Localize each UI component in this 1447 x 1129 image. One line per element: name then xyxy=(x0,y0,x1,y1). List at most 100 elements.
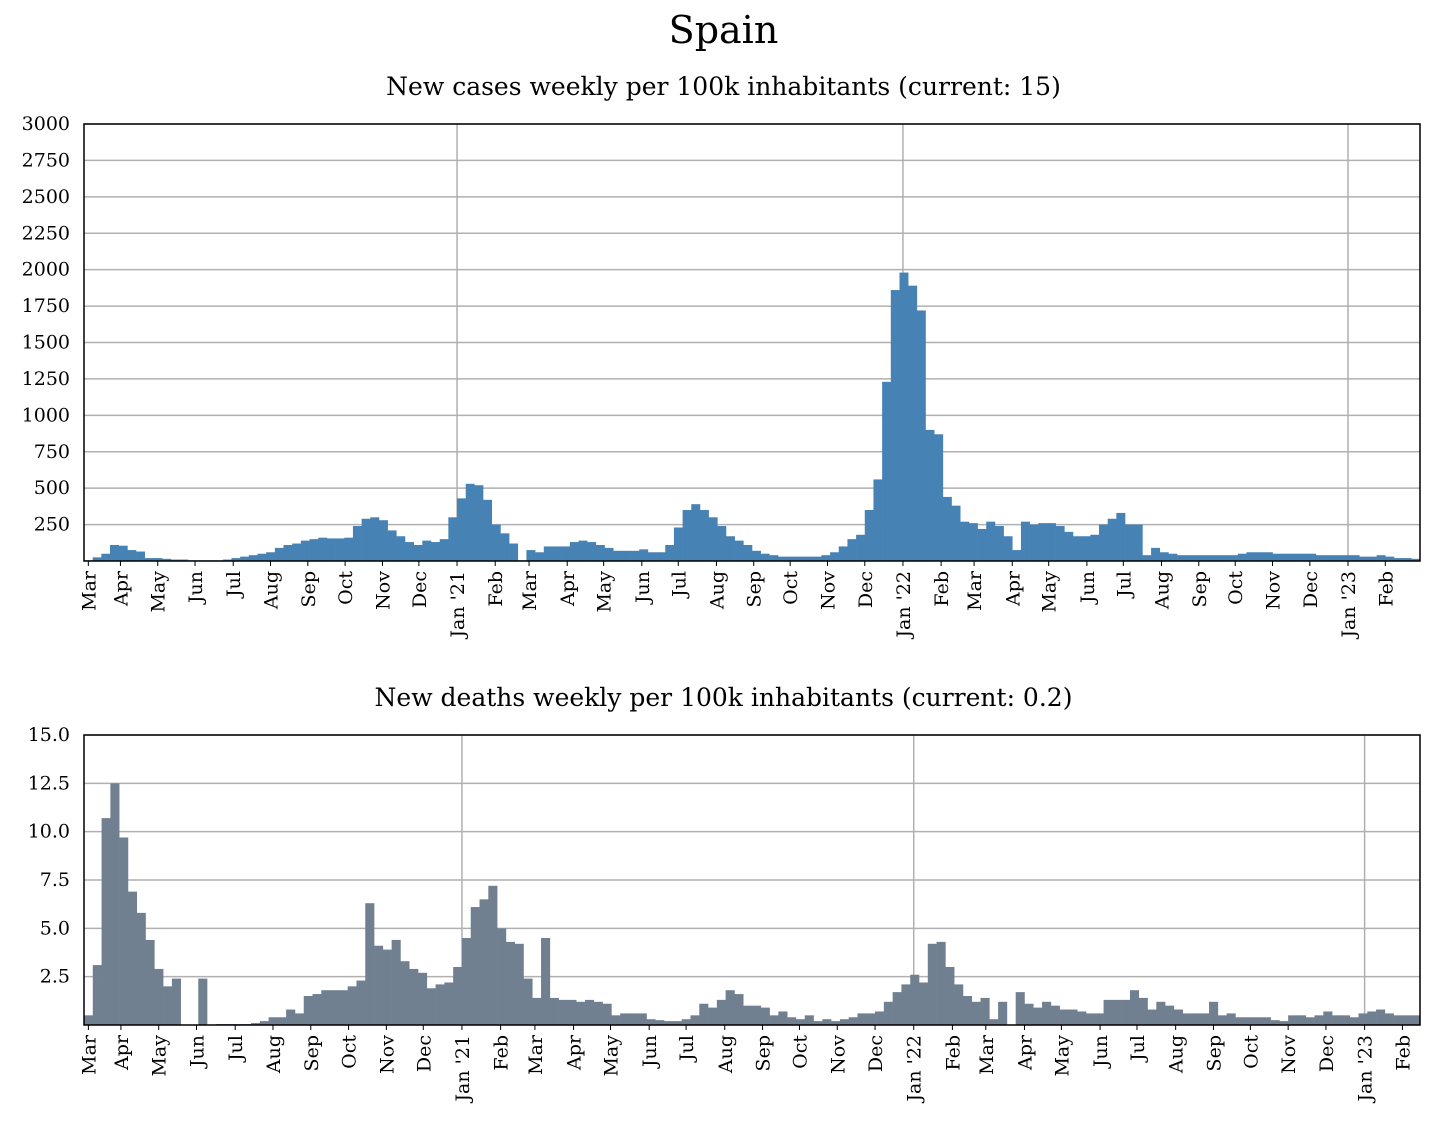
deaths-bar xyxy=(382,949,392,1025)
deaths-x-tick-label: Jan '21 xyxy=(452,1035,474,1104)
cases-bar xyxy=(344,537,354,561)
deaths-bar xyxy=(127,891,138,1025)
cases-bar xyxy=(1246,552,1256,561)
deaths-bar xyxy=(787,1017,797,1025)
cases-x-tick-label: Jun xyxy=(1077,571,1099,605)
cases-bar xyxy=(110,544,120,561)
cases-x-tick-label: Aug xyxy=(706,571,728,610)
cases-bar xyxy=(604,547,614,561)
cases-y-tick-label: 2250 xyxy=(22,222,70,244)
deaths-x-tick-label: May xyxy=(1051,1035,1073,1077)
cases-bar xyxy=(1090,534,1100,561)
cases-bar xyxy=(136,551,146,561)
deaths-bar xyxy=(145,939,155,1025)
cases-bar xyxy=(274,547,284,561)
cases-bar xyxy=(812,556,822,561)
cases-bar xyxy=(118,545,128,561)
cases-bar xyxy=(1203,555,1213,561)
deaths-bar xyxy=(602,1003,612,1025)
deaths-bar xyxy=(1367,1011,1377,1025)
deaths-bar xyxy=(92,965,102,1025)
deaths-bar xyxy=(435,984,445,1025)
cases-bar xyxy=(457,498,467,561)
cases-bar xyxy=(422,540,432,561)
cases-bar xyxy=(474,485,484,561)
cases-bar xyxy=(326,538,336,561)
cases-x-tick-label: Sep xyxy=(744,571,766,607)
cases-y-tick-label: 250 xyxy=(34,514,70,536)
deaths-bar xyxy=(1191,1013,1201,1025)
deaths-bar xyxy=(1349,1017,1359,1025)
cases-bar xyxy=(968,523,978,561)
cases-bar xyxy=(942,496,952,561)
deaths-x-tick-label: Mar xyxy=(525,1034,547,1075)
deaths-bar xyxy=(567,999,577,1025)
deaths-bar xyxy=(954,984,964,1025)
deaths-x-tick-label: Oct xyxy=(789,1035,811,1069)
deaths-bar xyxy=(611,1015,621,1025)
deaths-bar xyxy=(1068,1009,1078,1025)
deaths-bar xyxy=(1173,1009,1183,1025)
cases-bar xyxy=(283,544,293,561)
cases-bar xyxy=(300,540,310,561)
cases-bar xyxy=(665,544,675,561)
deaths-bar xyxy=(558,999,568,1025)
deaths-bar xyxy=(312,994,322,1025)
cases-bar xyxy=(639,549,649,561)
deaths-bar xyxy=(1050,1005,1060,1025)
deaths-bar xyxy=(892,992,902,1025)
cases-y-tick-label: 1250 xyxy=(22,368,70,390)
deaths-x-tick-label: Dec xyxy=(1316,1035,1338,1072)
cases-bar xyxy=(1220,555,1230,561)
cases-bar xyxy=(708,517,718,561)
deaths-y-tick-label: 12.5 xyxy=(28,772,70,794)
cases-bar xyxy=(448,517,458,561)
deaths-bar xyxy=(1015,992,1025,1025)
cases-bar xyxy=(1055,526,1065,561)
cases-chart-title: New cases weekly per 100k inhabitants (c… xyxy=(386,72,1061,101)
cases-x-tick-label: Jun xyxy=(185,571,207,605)
deaths-bar xyxy=(391,939,401,1025)
cases-bar xyxy=(361,518,371,561)
cases-bar xyxy=(370,517,380,561)
deaths-bar xyxy=(585,999,595,1025)
cases-bar xyxy=(1289,553,1299,561)
deaths-bar xyxy=(1059,1009,1069,1025)
cases-bar xyxy=(1411,558,1421,561)
cases-bar xyxy=(1046,523,1056,561)
deaths-x-tick-label: Sep xyxy=(301,1035,323,1071)
deaths-y-tick-label: 2.5 xyxy=(40,966,70,988)
cases-bar xyxy=(994,526,1004,561)
cases-bar xyxy=(1133,524,1143,561)
deaths-bar xyxy=(1200,1013,1210,1025)
deaths-chart-title: New deaths weekly per 100k inhabitants (… xyxy=(374,683,1073,712)
cases-bar xyxy=(127,550,137,561)
deaths-bar xyxy=(716,999,726,1025)
cases-bar xyxy=(647,552,657,561)
deaths-bar xyxy=(163,986,173,1025)
cases-x-tick-label: May xyxy=(1039,571,1061,613)
deaths-bar xyxy=(1086,1013,1096,1025)
cases-bar xyxy=(986,521,996,561)
deaths-bar xyxy=(409,968,419,1025)
cases-bar xyxy=(309,539,319,561)
cases-bar xyxy=(248,555,258,561)
cases-bar xyxy=(1012,550,1022,561)
cases-x-tick-label: Aug xyxy=(261,571,283,610)
deaths-y-tick-label: 15.0 xyxy=(28,724,70,746)
deaths-bar xyxy=(910,974,920,1025)
cases-bar xyxy=(847,539,857,561)
cases-x-tick-label: Nov xyxy=(817,571,839,610)
cases-bar xyxy=(1072,536,1082,561)
deaths-bar xyxy=(338,990,348,1025)
deaths-bar xyxy=(989,1019,999,1025)
deaths-x-tick-label: May xyxy=(149,1035,171,1077)
cases-bar xyxy=(1151,547,1161,561)
cases-bar xyxy=(396,536,406,561)
deaths-bar xyxy=(962,996,973,1025)
deaths-bar xyxy=(259,1021,269,1025)
deaths-bar xyxy=(655,1020,665,1025)
cases-bar xyxy=(1107,518,1117,561)
cases-bar xyxy=(92,557,102,561)
cases-bar xyxy=(535,552,545,561)
